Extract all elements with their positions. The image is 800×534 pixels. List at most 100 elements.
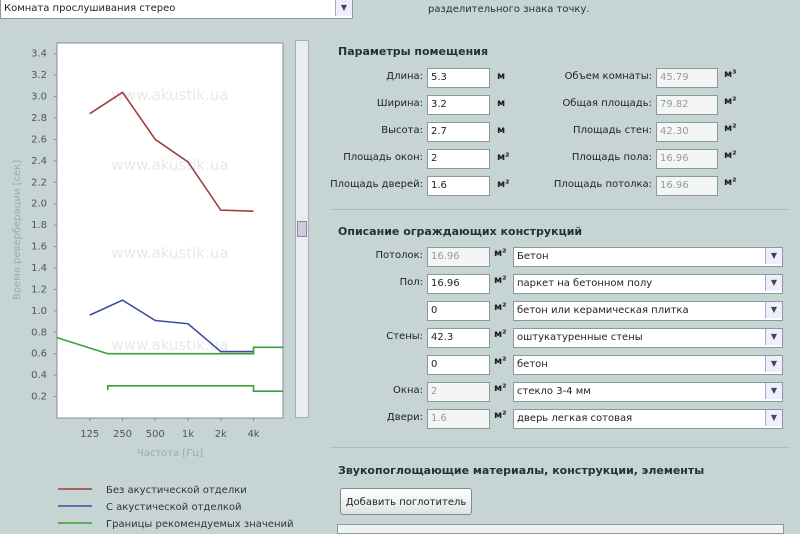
unit: м bbox=[497, 125, 506, 136]
y-tick-label: 2.2 bbox=[31, 177, 47, 188]
text-input: 16.96 bbox=[427, 247, 490, 267]
watermark: www.akustik.ua bbox=[111, 156, 228, 174]
watermark: www.akustik.ua bbox=[111, 244, 228, 262]
field-label: Площадь пола: bbox=[571, 152, 652, 163]
y-tick-label: 1.0 bbox=[31, 306, 47, 317]
field-label: Высота: bbox=[381, 125, 423, 136]
select-arrow: ▼ bbox=[765, 329, 782, 345]
text-input[interactable]: 5.3 bbox=[427, 68, 490, 88]
y-tick-label: 2.6 bbox=[31, 134, 47, 145]
readonly-input: 42.30 bbox=[656, 122, 718, 142]
unit: м² bbox=[494, 302, 507, 313]
x-tick-label: 1k bbox=[182, 429, 194, 440]
unit: м³ bbox=[724, 69, 737, 80]
select-text: Бетон bbox=[517, 251, 549, 262]
legend-label: Границы рекомендуемых значений bbox=[106, 519, 294, 530]
unit: м bbox=[497, 71, 506, 82]
text-input[interactable]: 3.2 bbox=[427, 95, 490, 115]
text-input[interactable]: 0 bbox=[427, 355, 490, 375]
section-title: Описание ограждающих конструкций bbox=[338, 225, 583, 238]
select-arrow: ▼ bbox=[765, 356, 782, 372]
unit: м² bbox=[494, 248, 507, 259]
section-title: Параметры помещения bbox=[338, 45, 489, 58]
unit: м² bbox=[497, 179, 510, 190]
x-tick-label: 2k bbox=[215, 429, 227, 440]
y-tick-label: 3.0 bbox=[31, 92, 47, 103]
y-tick-label: 3.2 bbox=[31, 70, 47, 81]
field-label: Окна: bbox=[393, 385, 423, 396]
select-text: дверь легкая сотовая bbox=[517, 413, 633, 424]
x-tick-label: 4k bbox=[247, 429, 259, 440]
field-label: Ширина: bbox=[376, 98, 423, 109]
chart: www.akustik.ua www.akustik.ua www.akustik.… bbox=[12, 42, 294, 530]
room-select[interactable]: Комната прослушивания стерео ▼ bbox=[0, 0, 353, 19]
text-input[interactable]: 42.3 bbox=[427, 328, 490, 348]
y-tick-label: 1.6 bbox=[31, 242, 47, 253]
y-tick-label: 1.2 bbox=[31, 284, 47, 295]
select-text: Комната прослушивания стерео bbox=[4, 3, 176, 14]
readonly-input: 79.82 bbox=[656, 95, 718, 115]
y-tick-label: 2.4 bbox=[31, 156, 47, 167]
field-label: Стены: bbox=[386, 331, 423, 342]
legend-label: Без акустической отделки bbox=[106, 485, 247, 496]
text-input[interactable]: 2.7 bbox=[427, 122, 490, 142]
unit: м² bbox=[494, 329, 507, 340]
material-select[interactable]: оштукатуренные стены ▼ bbox=[513, 328, 783, 348]
text-input: 1.6 bbox=[427, 409, 490, 429]
text-input[interactable]: 2 bbox=[427, 149, 490, 169]
readonly-input: 45.79 bbox=[656, 68, 718, 88]
material-select[interactable]: паркет на бетонном полу ▼ bbox=[513, 274, 783, 294]
select-arrow: ▼ bbox=[765, 248, 782, 264]
plot-area bbox=[56, 42, 284, 419]
select-arrow: ▼ bbox=[765, 275, 782, 291]
text-input[interactable]: 16.96 bbox=[427, 274, 490, 294]
text-input[interactable]: 1.6 bbox=[427, 176, 490, 196]
scroll-thumb[interactable] bbox=[297, 221, 307, 237]
select-arrow: ▼ bbox=[765, 410, 782, 426]
x-tick-label: 250 bbox=[113, 429, 132, 440]
series-line bbox=[89, 299, 254, 353]
material-select[interactable]: дверь легкая сотовая ▼ bbox=[513, 409, 783, 429]
select-text: стекло 3-4 мм bbox=[517, 386, 591, 397]
material-select[interactable]: Бетон ▼ bbox=[513, 247, 783, 267]
select-arrow: ▼ bbox=[335, 0, 352, 16]
unit: м² bbox=[724, 123, 737, 134]
series-line bbox=[89, 91, 254, 213]
x-tick-label: 125 bbox=[80, 429, 99, 440]
select-text: бетон bbox=[517, 359, 548, 370]
y-tick-label: 3.4 bbox=[31, 49, 47, 60]
y-tick-label: 0.2 bbox=[31, 392, 47, 403]
unit: м² bbox=[724, 150, 737, 161]
readonly-input: 16.96 bbox=[656, 176, 718, 196]
select-text: бетон или керамическая плитка bbox=[517, 305, 689, 316]
hint: разделительного знака точку. bbox=[428, 4, 590, 15]
divider bbox=[330, 209, 790, 210]
scrollbar[interactable] bbox=[295, 40, 309, 418]
unit: м² bbox=[494, 275, 507, 286]
y-tick-label: 0.4 bbox=[31, 370, 47, 381]
select-arrow: ▼ bbox=[765, 383, 782, 399]
unit: м² bbox=[724, 96, 737, 107]
watermark: www.akustik.ua bbox=[111, 86, 228, 104]
unit: м² bbox=[724, 177, 737, 188]
table-header bbox=[337, 524, 784, 534]
unit: м² bbox=[494, 383, 507, 394]
material-select[interactable]: бетон ▼ bbox=[513, 355, 783, 375]
material-select[interactable]: стекло 3-4 мм ▼ bbox=[513, 382, 783, 402]
text-input[interactable]: 0 bbox=[427, 301, 490, 321]
unit: м² bbox=[494, 410, 507, 421]
y-tick-label: 0.6 bbox=[31, 349, 47, 360]
material-select[interactable]: бетон или керамическая плитка ▼ bbox=[513, 301, 783, 321]
field-label: Длина: bbox=[386, 71, 423, 82]
series-line bbox=[56, 336, 283, 393]
y-tick-label: 2.0 bbox=[31, 199, 47, 210]
field-label: Общая площадь: bbox=[562, 98, 652, 109]
legend-label: С акустической отделкой bbox=[106, 502, 242, 513]
add-button[interactable]: Добавить поглотитель bbox=[340, 488, 472, 515]
y-axis-label: Время реверберации [сек] bbox=[12, 160, 23, 300]
watermark: www.akustik.ua bbox=[111, 336, 228, 354]
section-title: Звукопоглощающие материалы, конструкции,… bbox=[338, 464, 705, 477]
unit: м bbox=[497, 98, 506, 109]
field-label: Пол: bbox=[399, 277, 423, 288]
